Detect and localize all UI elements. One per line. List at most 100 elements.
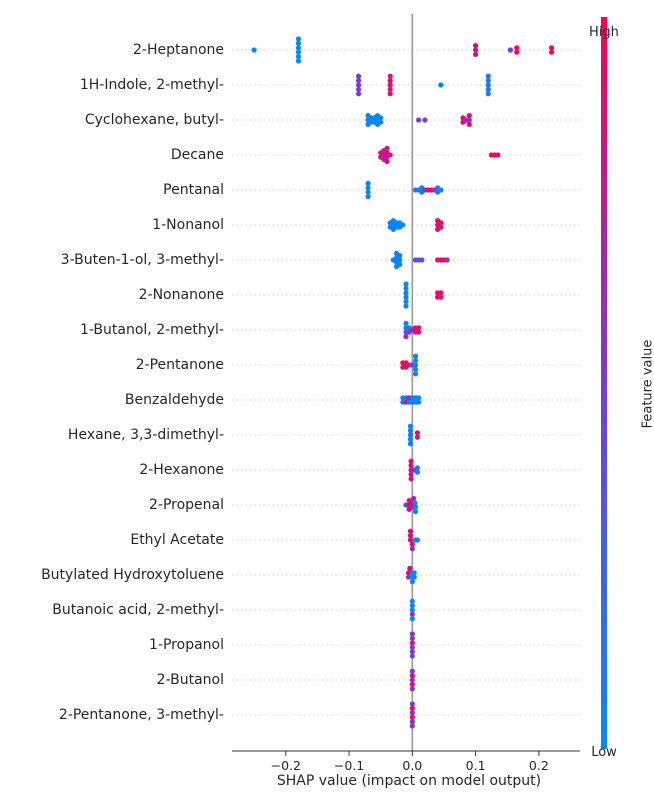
- shap-point: [403, 294, 409, 300]
- shap-point: [403, 281, 409, 287]
- shap-point: [403, 299, 409, 305]
- shap-point: [365, 189, 371, 195]
- shap-point: [408, 463, 414, 469]
- shap-point: [414, 537, 420, 543]
- colorbar: High Low Feature value: [589, 17, 654, 760]
- shap-point: [408, 471, 414, 477]
- shap-point: [403, 303, 409, 309]
- shap-point: [400, 222, 406, 228]
- shap-point: [485, 78, 491, 84]
- shap-point: [408, 476, 414, 482]
- shap-point: [355, 73, 362, 79]
- shap-point: [409, 719, 415, 725]
- feature-label: 2-Pentanone: [136, 357, 224, 373]
- shap-point: [466, 113, 472, 119]
- shap-point: [409, 705, 415, 712]
- shap-point: [409, 701, 415, 707]
- shap-point: [473, 51, 479, 58]
- shap-point: [416, 395, 422, 401]
- colorbar-title: Feature value: [641, 340, 654, 429]
- shap-point: [407, 441, 414, 447]
- shap-point: [365, 194, 371, 200]
- feature-label: Cyclohexane, butyl-: [85, 112, 224, 128]
- shap-point: [397, 257, 403, 263]
- shap-point: [295, 54, 302, 60]
- shap-point: [414, 465, 420, 471]
- shap-point: [514, 45, 520, 51]
- shap-point: [409, 723, 415, 729]
- shap-point: [412, 353, 419, 359]
- shap-point: [416, 325, 422, 331]
- shap-point: [407, 537, 414, 543]
- shap-point: [409, 686, 415, 692]
- feature-label: 2-Butanol: [157, 672, 224, 688]
- shap-point: [403, 285, 409, 291]
- shap-point: [409, 607, 415, 613]
- feature-label: Pentanal: [163, 182, 224, 198]
- feature-label: Benzaldehyde: [125, 392, 224, 408]
- x-ticks: −0.2 −0.1 0.0 0.1 0.2: [271, 751, 549, 773]
- shap-point: [514, 49, 520, 55]
- shap-point: [409, 649, 415, 655]
- shap-point: [397, 261, 403, 267]
- shap-point: [409, 579, 415, 585]
- feature-label: 1-Propanol: [149, 637, 224, 653]
- feature-label: Ethyl Acetate: [130, 532, 224, 548]
- shap-point: [414, 434, 420, 440]
- feature-label: 2-Pentanone, 3-methyl-: [59, 707, 224, 723]
- shap-point: [387, 91, 393, 97]
- shap-point: [407, 528, 414, 534]
- shap-point: [466, 117, 472, 123]
- shap-point: [295, 36, 302, 42]
- feature-label: 2-Heptanone: [133, 42, 224, 58]
- shap-point: [409, 673, 415, 679]
- shap-point: [403, 320, 409, 326]
- shap-point: [485, 82, 491, 88]
- shap-point: [410, 495, 417, 501]
- shap-point: [407, 423, 414, 429]
- shap-point: [378, 119, 384, 125]
- shap-point: [378, 115, 384, 121]
- shap-point: [414, 430, 420, 436]
- feature-label: 1-Nonanol: [152, 217, 224, 233]
- feature-labels: 2-Heptanone 1H-Indole, 2-methyl- Cyclohexa…: [41, 42, 224, 723]
- shap-point: [295, 49, 302, 55]
- shap-point: [412, 371, 419, 377]
- shap-point: [409, 631, 415, 637]
- shap-point: [473, 47, 479, 53]
- shap-point: [409, 640, 415, 646]
- shap-point: [387, 152, 393, 158]
- shap-point: [295, 45, 302, 51]
- shap-point: [409, 611, 415, 618]
- shap-point: [412, 500, 418, 506]
- shap-point: [387, 82, 393, 88]
- shap-point: [466, 121, 472, 127]
- shap-point: [408, 458, 414, 464]
- shap-point: [485, 86, 491, 92]
- shap-point: [507, 47, 513, 53]
- shap-point: [409, 681, 415, 688]
- shap-point: [409, 714, 415, 720]
- colorbar-gradient: [601, 17, 607, 749]
- shap-point: [438, 224, 444, 230]
- feature-label: Decane: [171, 147, 224, 163]
- shap-point: [409, 644, 415, 650]
- shap-point: [407, 533, 414, 539]
- shap-point: [387, 86, 393, 92]
- shap-point: [355, 86, 362, 92]
- shap-point: [407, 565, 413, 572]
- shap-point: [416, 117, 422, 123]
- shap-point: [407, 436, 414, 442]
- shap-point: [365, 180, 371, 186]
- feature-label: 3-Buten-1-ol, 3-methyl-: [61, 252, 224, 268]
- shap-point: [384, 145, 390, 151]
- feature-label: Butylated Hydroxytoluene: [41, 567, 224, 583]
- shap-point: [409, 710, 415, 716]
- shap-point: [409, 603, 415, 609]
- shap-point: [416, 329, 422, 335]
- shap-point: [387, 73, 393, 79]
- shap-point: [403, 334, 409, 340]
- shap-point: [419, 257, 425, 263]
- shap-point: [365, 185, 371, 191]
